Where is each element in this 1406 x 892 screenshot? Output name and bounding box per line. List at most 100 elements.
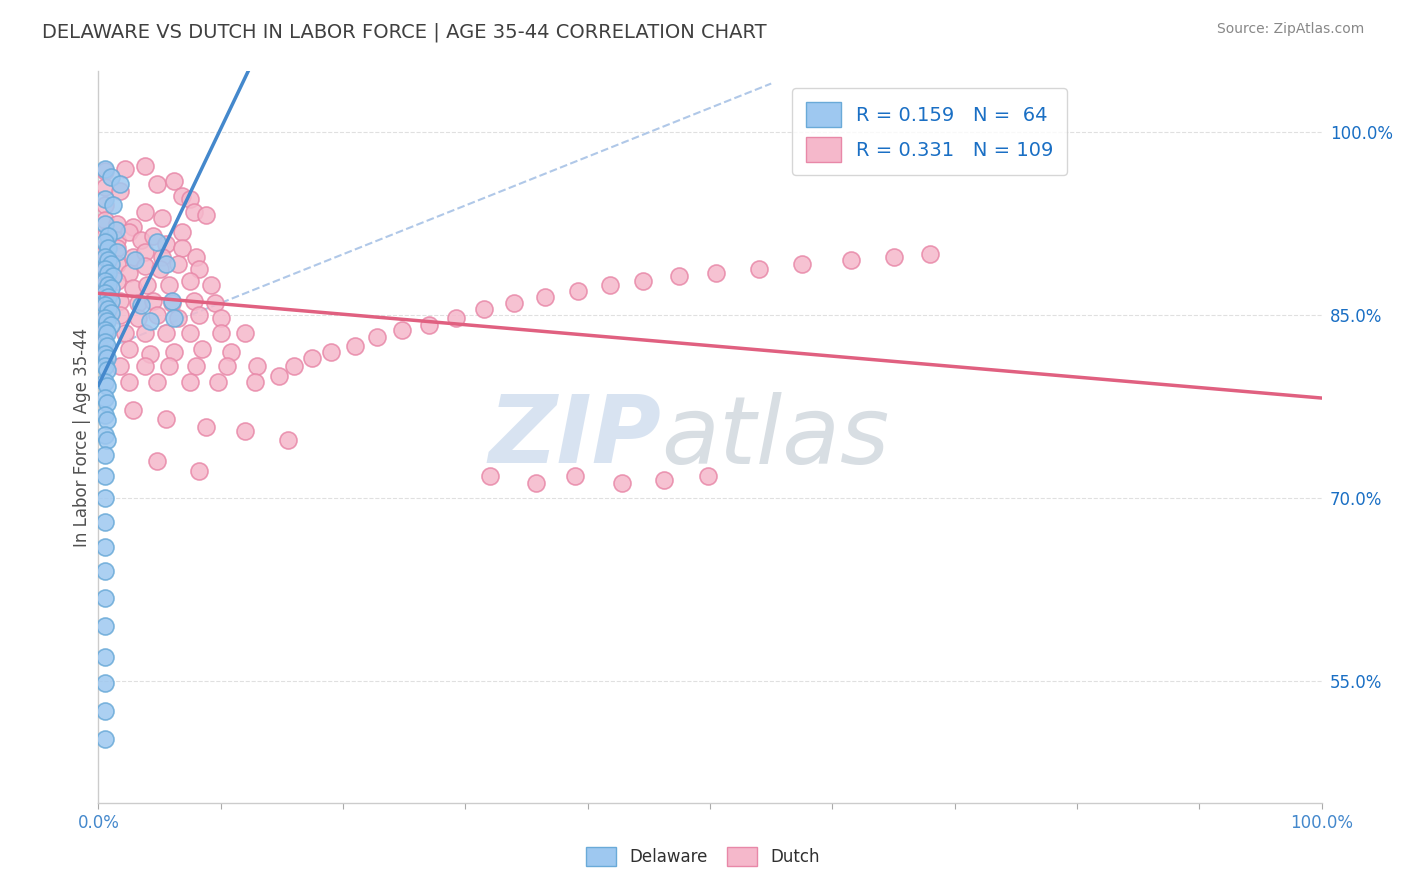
Point — [366, 330, 388, 344]
Point — [100, 281, 122, 295]
Point — [301, 351, 323, 365]
Point — [200, 277, 222, 292]
Text: DELAWARE VS DUTCH IN LABOR FORCE | AGE 35-44 CORRELATION CHART: DELAWARE VS DUTCH IN LABOR FORCE | AGE 3… — [42, 22, 766, 42]
Point — [93, 326, 115, 341]
Point — [93, 347, 115, 361]
Point — [207, 376, 229, 390]
Point — [142, 293, 165, 308]
Point — [139, 347, 162, 361]
Point — [209, 326, 232, 341]
Point — [136, 277, 159, 292]
Point — [567, 284, 589, 298]
Point — [191, 343, 214, 357]
Point — [93, 391, 115, 405]
Point — [93, 449, 115, 463]
Point — [93, 229, 115, 244]
Point — [100, 318, 122, 332]
Legend: R = 0.159   N =  64, R = 0.331   N = 109: R = 0.159 N = 64, R = 0.331 N = 109 — [792, 88, 1067, 176]
Point — [93, 274, 115, 288]
Point — [503, 296, 526, 310]
Point — [97, 241, 120, 255]
Point — [93, 591, 115, 605]
Point — [93, 491, 115, 505]
Point — [179, 193, 201, 207]
Point — [110, 308, 132, 322]
Point — [631, 274, 654, 288]
Point — [444, 310, 467, 325]
Point — [160, 293, 183, 308]
Point — [93, 516, 115, 530]
Point — [110, 293, 132, 308]
Point — [93, 359, 115, 374]
Point — [157, 277, 180, 292]
Point — [839, 253, 862, 268]
Point — [93, 649, 115, 664]
Point — [186, 250, 208, 264]
Point — [121, 220, 143, 235]
Point — [134, 244, 156, 259]
Point — [696, 469, 718, 483]
Point — [610, 476, 633, 491]
Point — [195, 420, 218, 434]
Point — [155, 257, 177, 271]
Point — [96, 351, 118, 365]
Point — [418, 318, 440, 332]
Point — [101, 269, 124, 284]
Point — [269, 369, 291, 384]
Point — [93, 217, 115, 231]
Point — [195, 208, 218, 222]
Point — [142, 229, 165, 244]
Point — [883, 250, 905, 264]
Point — [163, 174, 186, 188]
Point — [93, 427, 115, 442]
Point — [118, 376, 141, 390]
Point — [93, 469, 115, 483]
Point — [170, 241, 193, 255]
Point — [146, 454, 169, 468]
Point — [183, 293, 205, 308]
Point — [97, 277, 120, 292]
Point — [110, 184, 132, 198]
Point — [114, 326, 136, 341]
Text: atlas: atlas — [661, 392, 890, 483]
Point — [96, 379, 118, 393]
Point — [243, 376, 266, 390]
Point — [179, 274, 201, 288]
Point — [134, 260, 156, 274]
Point — [790, 257, 813, 271]
Point — [93, 180, 115, 194]
Point — [534, 290, 557, 304]
Point — [704, 266, 727, 280]
Point — [96, 396, 118, 410]
Point — [93, 344, 115, 359]
Point — [129, 298, 152, 312]
Point — [319, 344, 342, 359]
Point — [96, 413, 118, 427]
Point — [163, 344, 186, 359]
Point — [155, 326, 177, 341]
Point — [920, 247, 942, 261]
Point — [101, 198, 124, 212]
Point — [93, 277, 115, 292]
Point — [524, 476, 547, 491]
Point — [93, 261, 115, 276]
Point — [93, 408, 115, 422]
Point — [93, 705, 115, 719]
Point — [179, 376, 201, 390]
Point — [187, 261, 209, 276]
Point — [748, 261, 770, 276]
Point — [97, 266, 120, 280]
Point — [277, 433, 299, 447]
Point — [100, 257, 122, 271]
Point — [344, 339, 367, 353]
Point — [104, 223, 127, 237]
Point — [160, 296, 183, 310]
Point — [146, 177, 169, 191]
Point — [96, 314, 118, 328]
Point — [564, 469, 586, 483]
Point — [96, 433, 118, 447]
Point — [105, 257, 128, 271]
Point — [124, 253, 146, 268]
Point — [134, 204, 156, 219]
Point — [155, 237, 177, 252]
